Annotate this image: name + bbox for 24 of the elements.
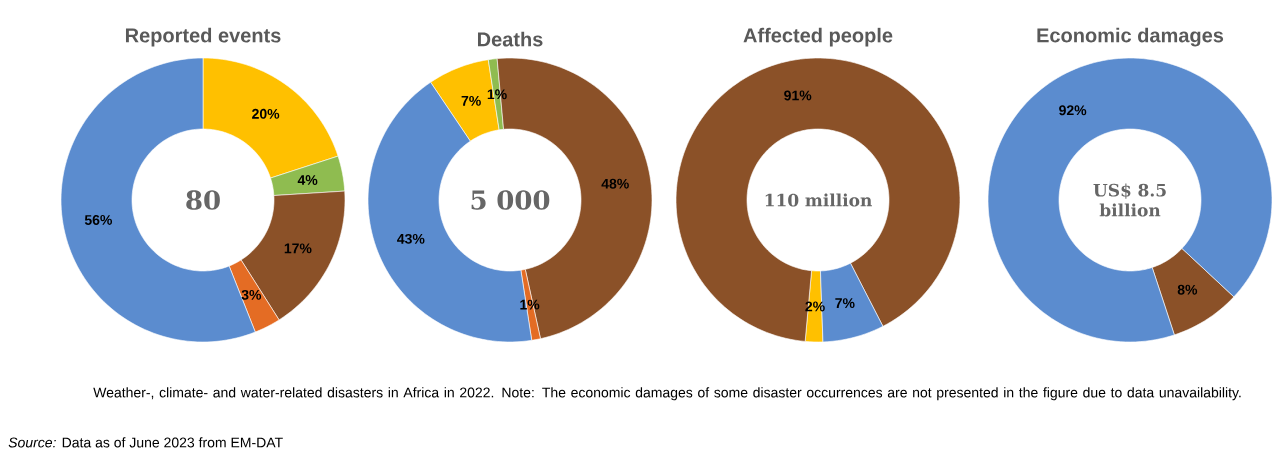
data-label: 92%	[1059, 105, 1087, 116]
text: US$ 8.5 billion	[1093, 183, 1166, 217]
chart-title: Deaths	[477, 31, 543, 47]
chart-title: Reported events	[125, 27, 281, 47]
text: Source: Data as of June 2023 from EM-DAT	[8, 437, 283, 448]
text: Weather-, climate- and water-related disasters in Africa in 2022. Note: The economic damages of some disaster occurrences are not presented in the figure due to data unavailability.	[93, 387, 1241, 401]
data-label: 20%	[252, 108, 280, 119]
data-label: 17%	[284, 243, 312, 254]
chart-title: Economic damages	[1037, 27, 1224, 47]
data-label: 7%	[835, 298, 855, 308]
data-label: 48%	[601, 178, 629, 189]
data-label: 91%	[784, 90, 812, 101]
chart-title: Affected people	[743, 27, 893, 47]
data-label: 1%	[487, 89, 507, 100]
data-label: 4%	[297, 175, 318, 185]
data-label: 56%	[84, 214, 113, 225]
text: 110 million	[765, 193, 872, 207]
data-label: 3%	[241, 289, 262, 300]
data-label: 1%	[520, 299, 540, 310]
text: 5 000	[471, 190, 550, 210]
data-label: 7%	[461, 95, 481, 106]
text: 80	[186, 190, 220, 210]
data-label: 8%	[1177, 284, 1198, 295]
data-label: 43%	[397, 233, 425, 244]
